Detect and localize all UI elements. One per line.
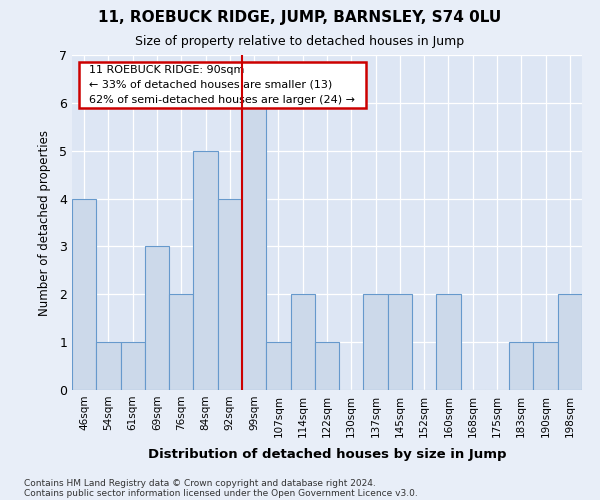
Bar: [72, 198, 96, 390]
Bar: [364, 294, 388, 390]
Bar: [388, 294, 412, 390]
Text: Contains public sector information licensed under the Open Government Licence v3: Contains public sector information licen…: [24, 488, 418, 498]
Bar: [436, 294, 461, 390]
Bar: [266, 342, 290, 390]
Bar: [509, 342, 533, 390]
Bar: [121, 342, 145, 390]
Bar: [218, 198, 242, 390]
Bar: [533, 342, 558, 390]
Text: 11, ROEBUCK RIDGE, JUMP, BARNSLEY, S74 0LU: 11, ROEBUCK RIDGE, JUMP, BARNSLEY, S74 0…: [98, 10, 502, 25]
Bar: [96, 342, 121, 390]
Bar: [193, 150, 218, 390]
Bar: [169, 294, 193, 390]
Y-axis label: Number of detached properties: Number of detached properties: [38, 130, 51, 316]
X-axis label: Distribution of detached houses by size in Jump: Distribution of detached houses by size …: [148, 448, 506, 461]
Text: Size of property relative to detached houses in Jump: Size of property relative to detached ho…: [136, 35, 464, 48]
Bar: [242, 103, 266, 390]
Bar: [315, 342, 339, 390]
Bar: [145, 246, 169, 390]
Text: 11 ROEBUCK RIDGE: 90sqm
  ← 33% of detached houses are smaller (13)
  62% of sem: 11 ROEBUCK RIDGE: 90sqm ← 33% of detache…: [82, 65, 362, 104]
Bar: [558, 294, 582, 390]
Text: Contains HM Land Registry data © Crown copyright and database right 2024.: Contains HM Land Registry data © Crown c…: [24, 478, 376, 488]
Bar: [290, 294, 315, 390]
